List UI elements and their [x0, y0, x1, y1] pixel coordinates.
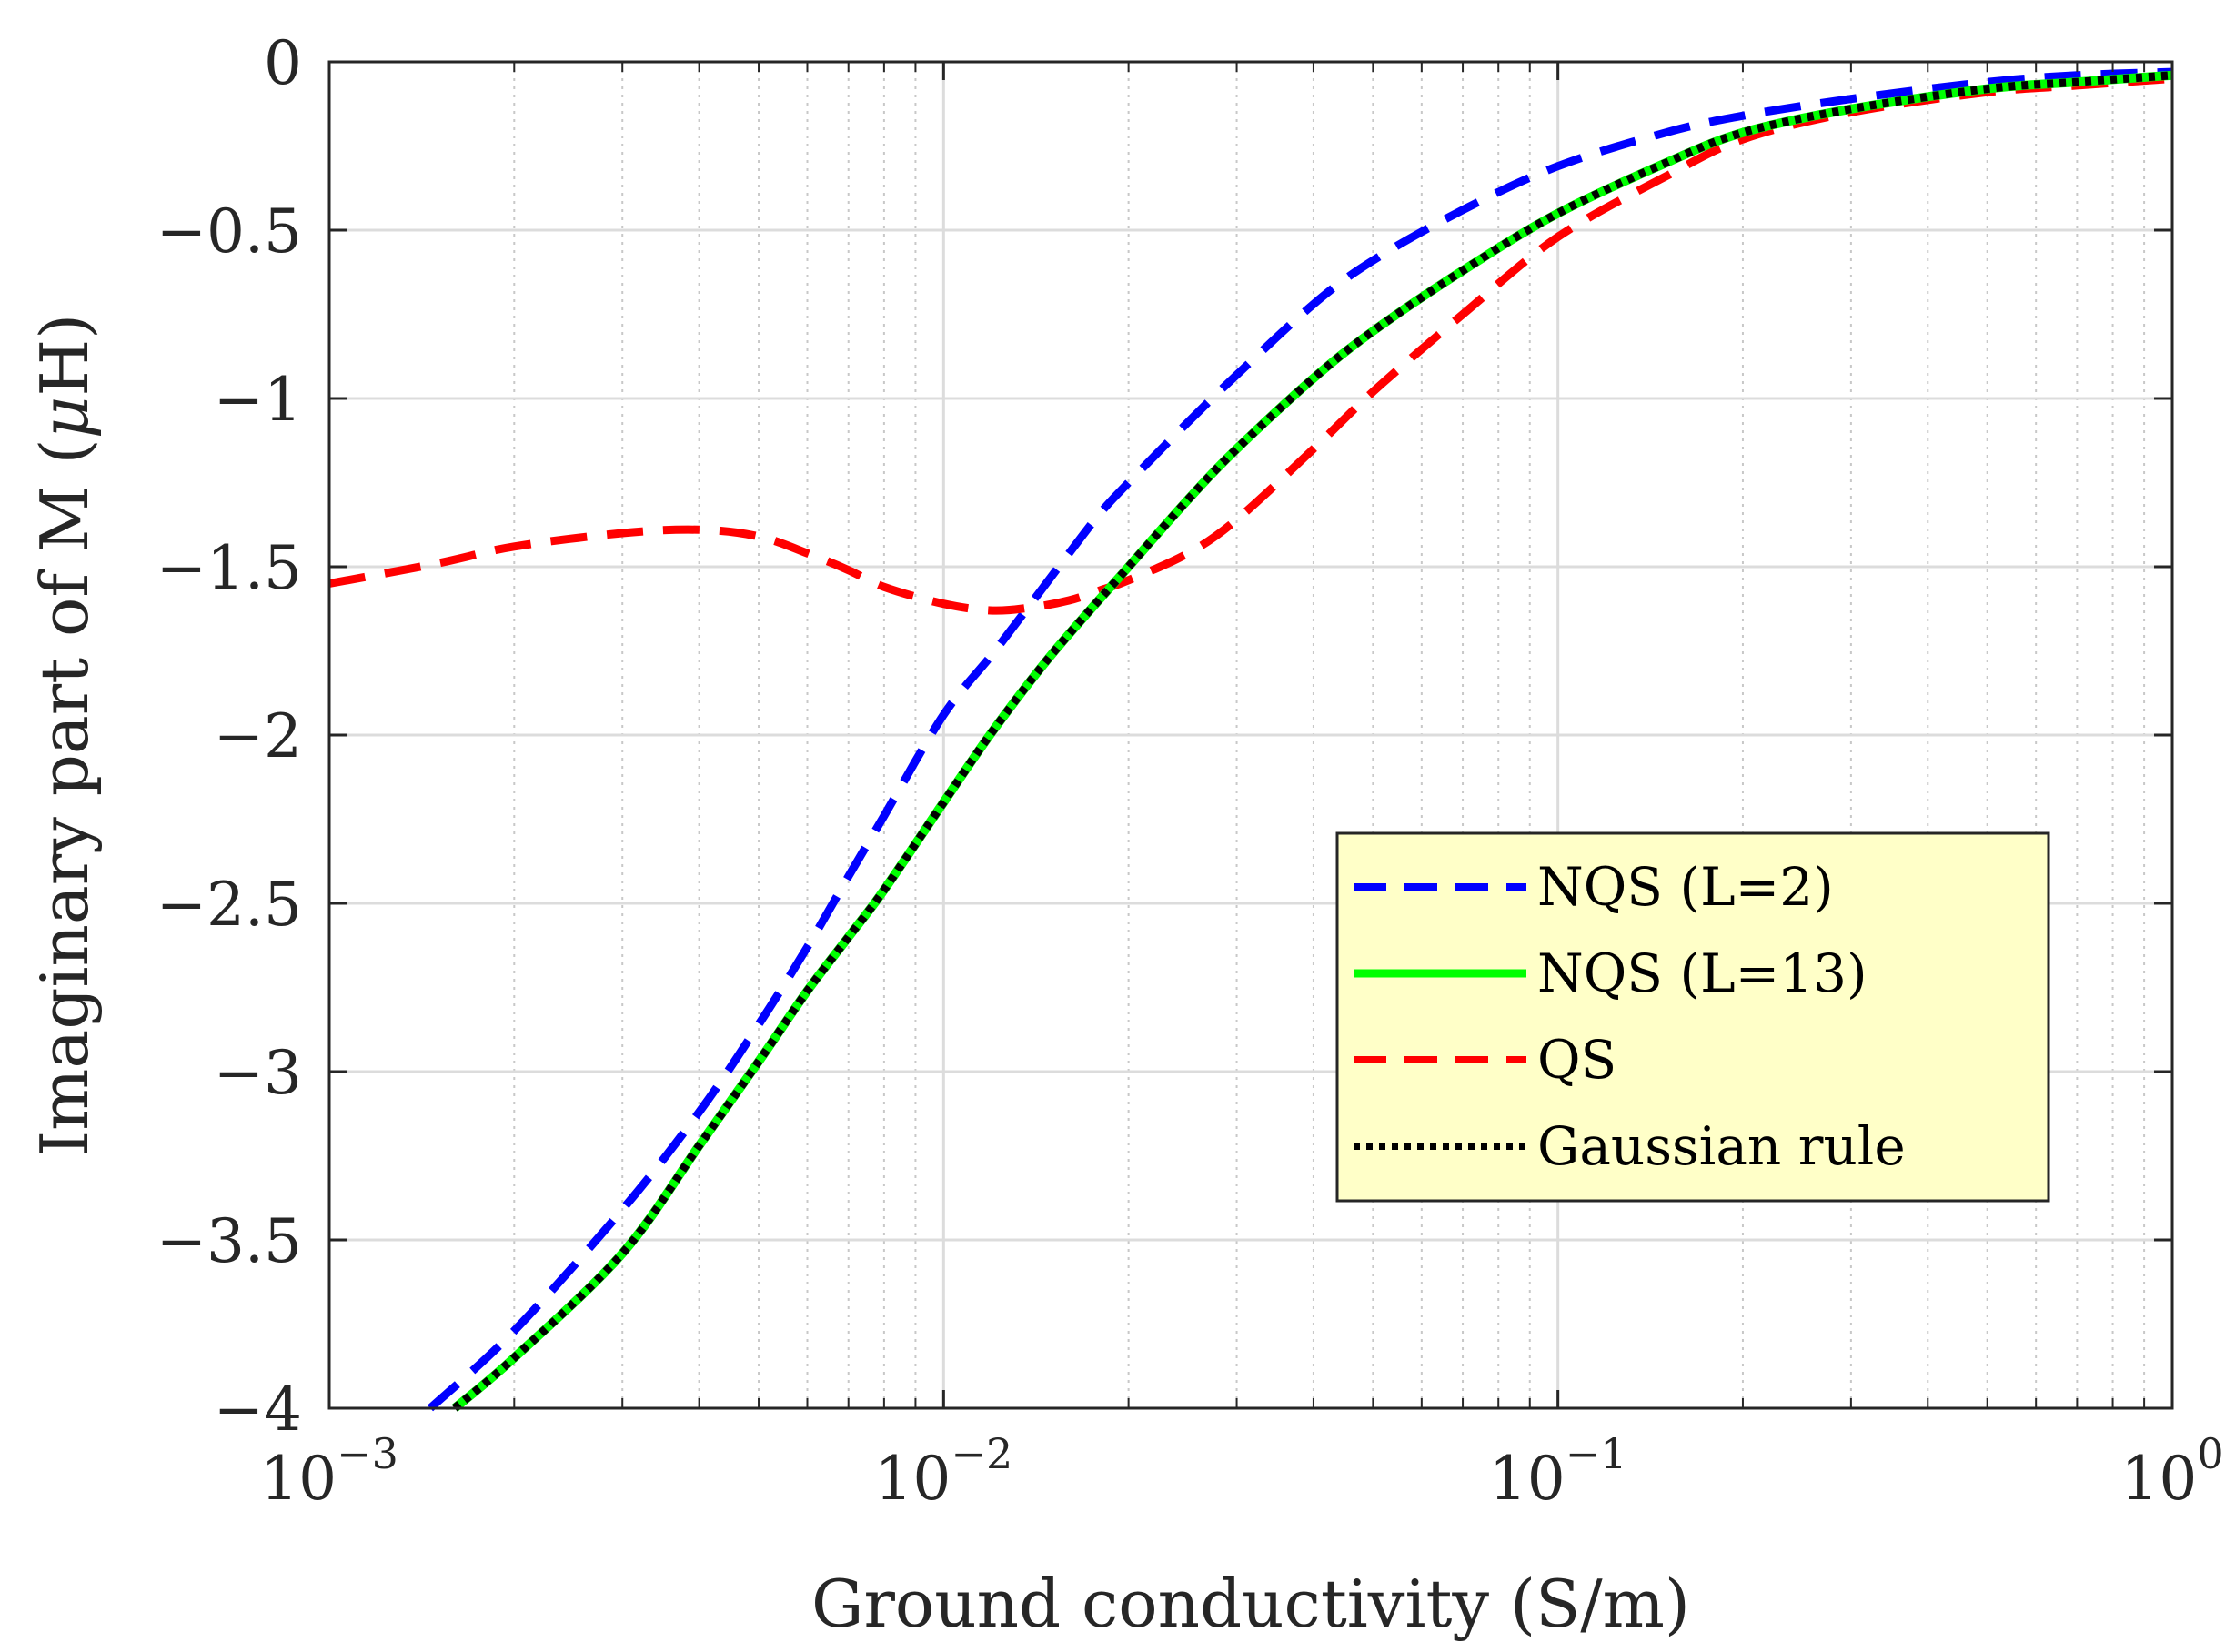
- series-group: [328, 67, 2173, 1412]
- x-tick-base: 10: [874, 1444, 951, 1514]
- x-tick-labels: 10−3 10−2 10−1 100: [260, 1429, 2224, 1514]
- y-tick-labels: 0 −0.5 −1 −1.5 −2 −2.5 −3 −3.5 −4: [156, 28, 302, 1445]
- legend-label-nqs-l-13: NQS (L=13): [1537, 942, 1868, 1004]
- y-tick-label: −1.5: [156, 533, 302, 603]
- y-axis-label-prefix: Imaginary part of M (: [26, 438, 103, 1156]
- x-tick-base: 10: [1489, 1444, 1566, 1514]
- y-tick-label: −2: [214, 701, 302, 771]
- ticks: [327, 60, 2174, 1410]
- y-tick-label: −3: [214, 1038, 302, 1108]
- x-tick-label: 10−3: [260, 1429, 398, 1514]
- y-axis-label: Imaginary part of M (μH): [26, 314, 103, 1157]
- x-tick-base: 10: [260, 1444, 337, 1514]
- legend-box: [1335, 831, 2050, 1203]
- legend: NQS (L=2) NQS (L=13) QS Gaussian rule: [1335, 831, 2050, 1203]
- x-tick-exponent: −2: [951, 1429, 1012, 1478]
- series-line-nqs-l-2: [427, 67, 2173, 1412]
- x-tick-exponent: −3: [337, 1429, 398, 1478]
- y-tick-label: −0.5: [156, 196, 302, 267]
- y-tick-label: −4: [214, 1375, 302, 1445]
- series-line-gaussian-rule: [451, 71, 2173, 1412]
- y-axis-label-suffix: H): [26, 314, 103, 397]
- y-axis-label-mu: μ: [26, 397, 103, 439]
- x-tick-label: 100: [2120, 1429, 2223, 1514]
- x-tick-label: 10−2: [874, 1429, 1012, 1514]
- y-tick-label: −3.5: [156, 1206, 302, 1276]
- x-tick-exponent: 0: [2197, 1429, 2223, 1478]
- x-tick-exponent: −1: [1566, 1429, 1627, 1478]
- legend-label-gaussian-rule: Gaussian rule: [1537, 1115, 1906, 1177]
- legend-label-nqs-l-2: NQS (L=2): [1537, 856, 1834, 918]
- x-tick-base: 10: [2120, 1444, 2197, 1514]
- series-line-qs: [328, 75, 2173, 615]
- y-tick-label: −2.5: [156, 870, 302, 940]
- x-tick-label: 10−1: [1489, 1429, 1627, 1514]
- y-tick-label: 0: [264, 28, 302, 98]
- legend-label-qs: QS: [1537, 1029, 1616, 1091]
- x-axis-label: Ground conductivity (S/m): [811, 1566, 1690, 1642]
- legend-entries: NQS (L=2) NQS (L=13) QS Gaussian rule: [1354, 856, 1906, 1177]
- y-tick-label: −1: [214, 365, 302, 435]
